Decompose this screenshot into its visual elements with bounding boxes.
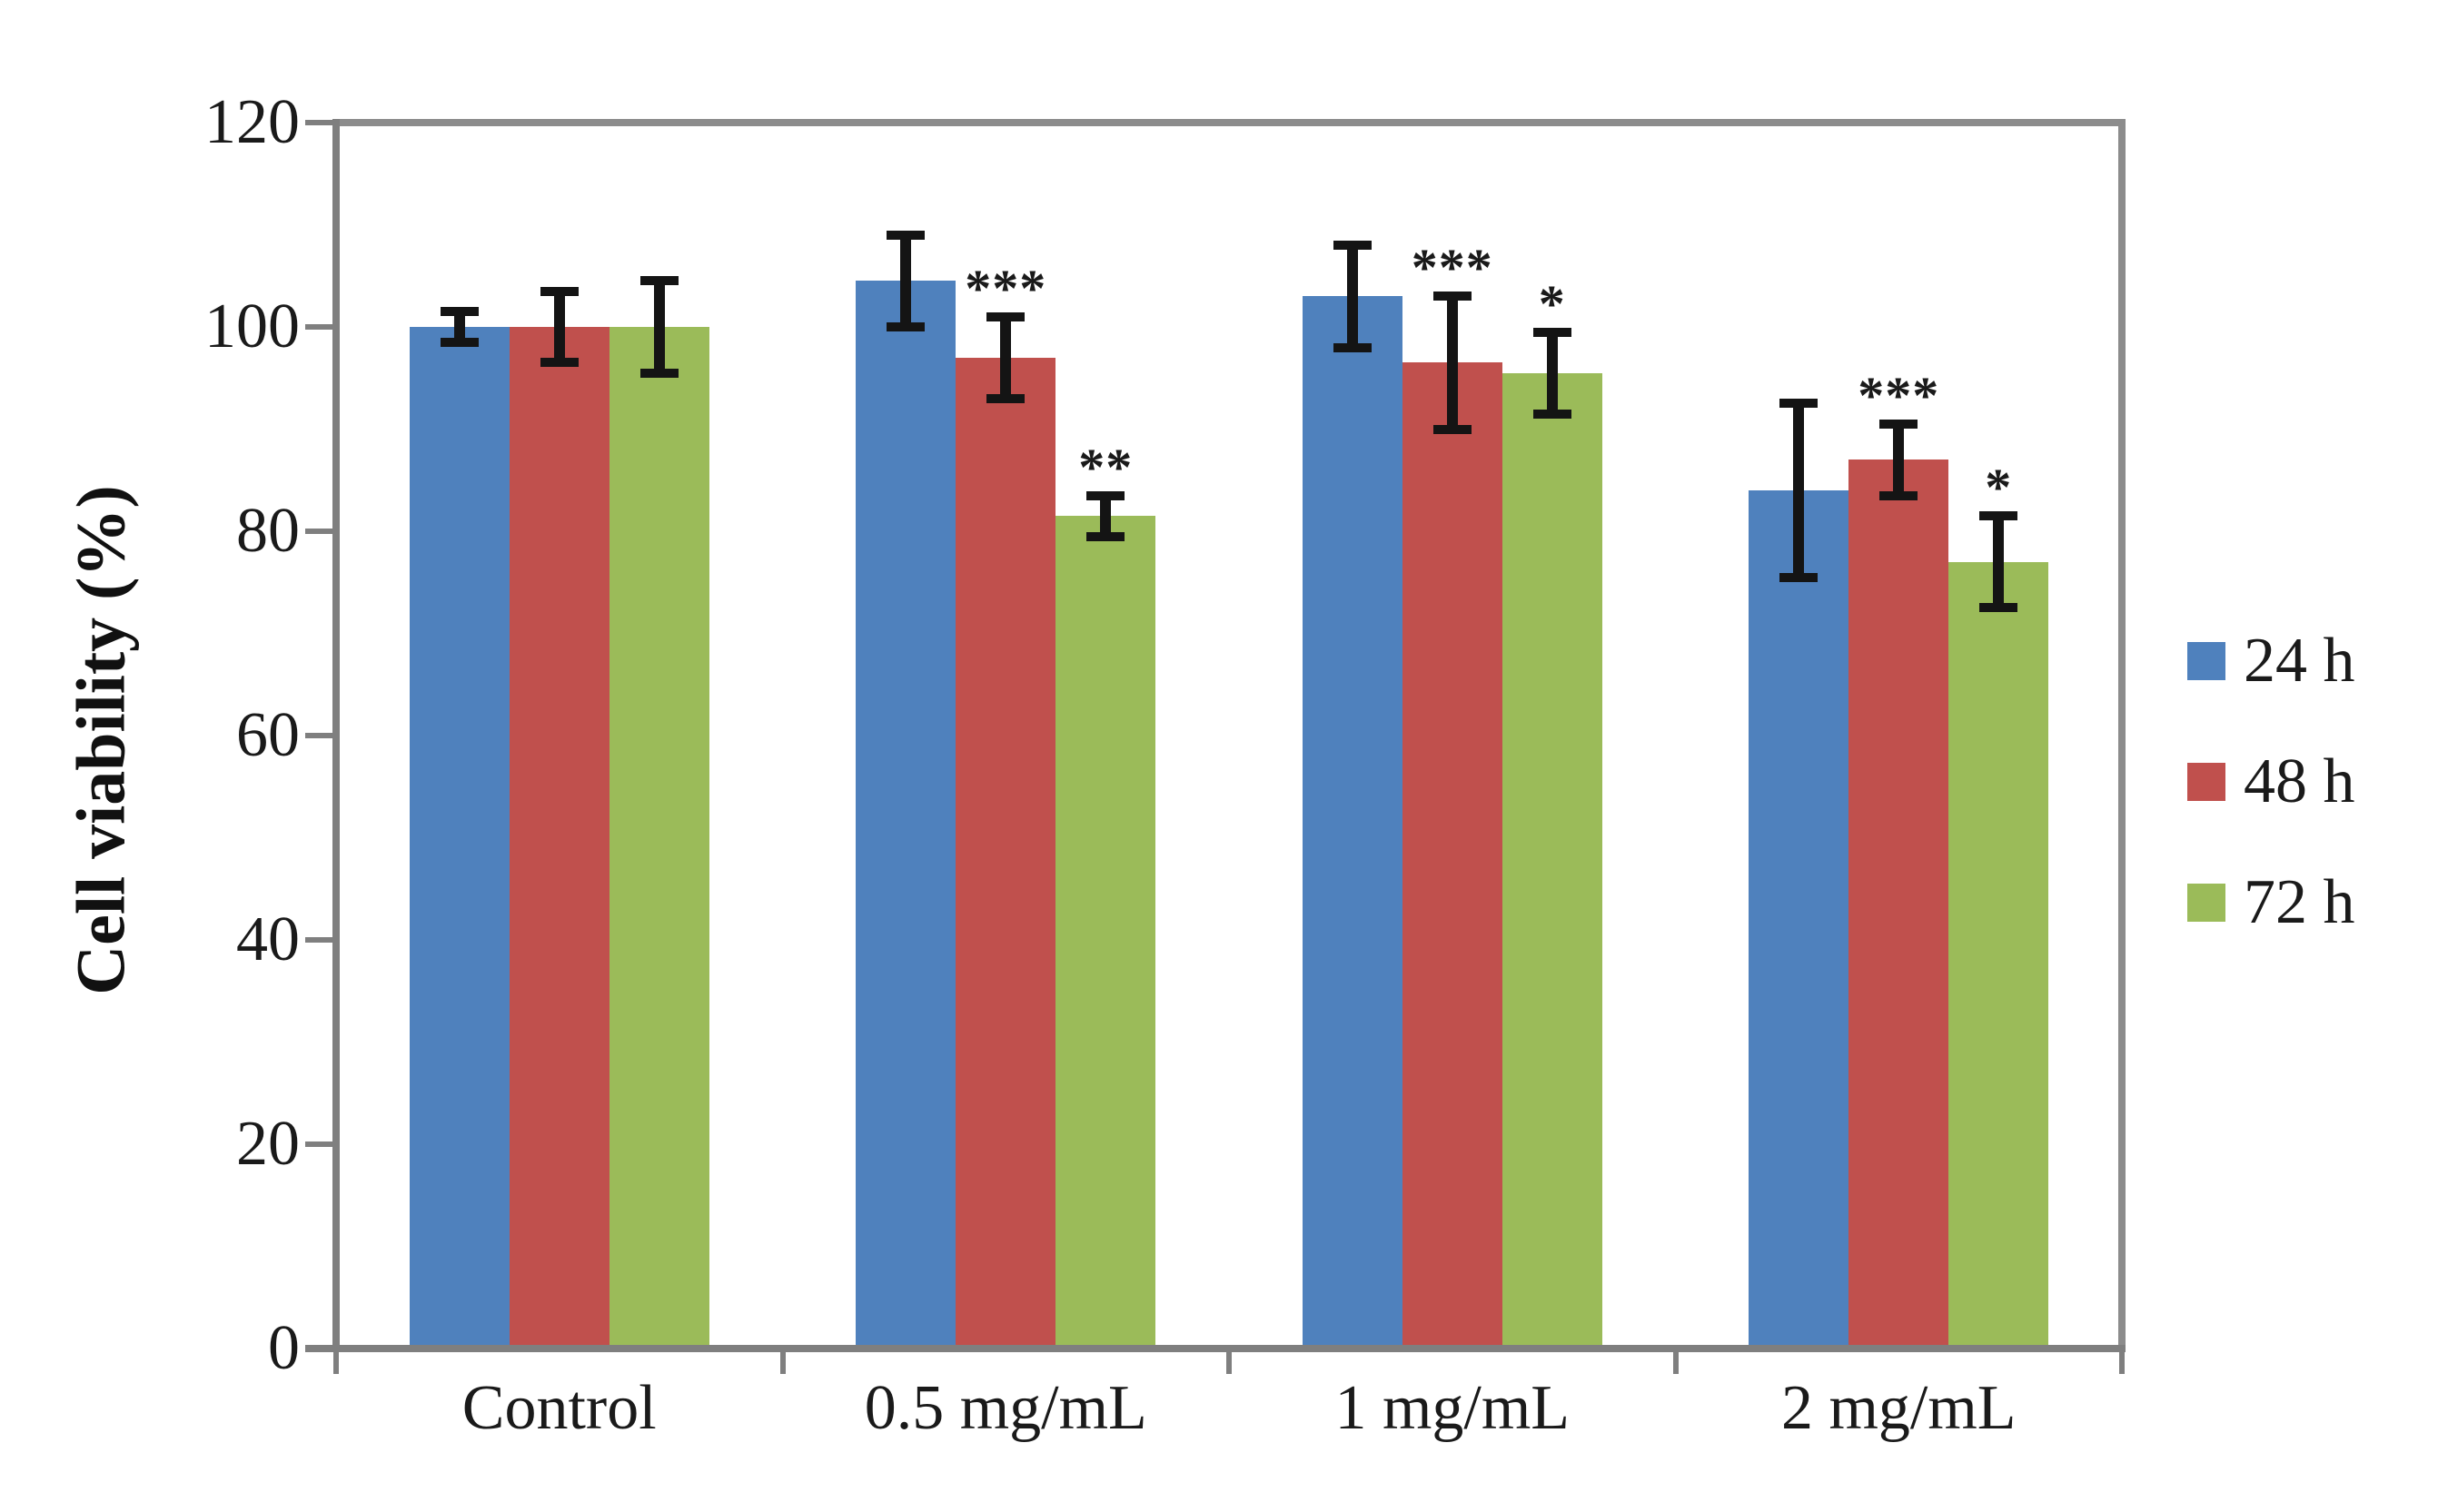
legend: 24 h 48 h 72 h: [2187, 625, 2433, 987]
bar: [1302, 296, 1402, 1349]
error-bar-shaft: [1100, 495, 1112, 537]
legend-label-24h: 24 h: [2244, 626, 2355, 696]
error-bar-cap-bottom: [639, 368, 679, 378]
x-axis-line: [305, 1345, 2126, 1352]
error-bar-shaft: [1793, 403, 1805, 578]
legend-swatch-24h: [2187, 642, 2225, 680]
bar: [1948, 561, 2049, 1349]
bar: [409, 327, 510, 1349]
error-bar-cap-top: [639, 276, 679, 286]
legend-label-48h: 48 h: [2244, 746, 2355, 816]
y-axis-tick-label: 20: [236, 1109, 300, 1179]
error-bar-cap-bottom: [1779, 572, 1819, 582]
plot-border-right: [2118, 119, 2126, 1352]
error-bar-cap-bottom: [1879, 490, 1918, 500]
x-axis-tick-mark: [779, 1349, 786, 1374]
error-bar-cap-top: [986, 311, 1026, 321]
bar: [856, 281, 956, 1349]
legend-swatch-48h: [2187, 763, 2225, 801]
significance-stars: ***: [1858, 365, 1940, 425]
y-axis-tick-mark: [305, 733, 334, 738]
bar: [1501, 372, 1602, 1349]
y-axis-tick-mark: [305, 324, 334, 330]
y-axis-tick-mark: [305, 529, 334, 534]
error-bar-cap-top: [1086, 490, 1125, 500]
y-axis-tick-label: 40: [236, 904, 300, 974]
significance-stars: **: [1078, 437, 1134, 497]
significance-stars: ***: [1411, 238, 1493, 298]
error-bar-cap-top: [1333, 241, 1372, 250]
x-axis-category-label: 1 mg/mL: [1334, 1373, 1571, 1443]
error-bar-cap-bottom: [1432, 424, 1472, 434]
error-bar-cap-bottom: [1532, 409, 1571, 419]
x-axis-tick-mark: [2119, 1349, 2125, 1374]
error-bar-shaft: [900, 234, 912, 327]
error-bar-cap-top: [440, 307, 479, 317]
x-axis-category-label: Control: [461, 1373, 657, 1443]
x-axis-tick-mark: [1672, 1349, 1679, 1374]
error-bar-shaft: [1546, 331, 1558, 414]
bar: [956, 357, 1056, 1349]
y-axis-tick-label: 80: [236, 496, 300, 566]
error-bar-shaft: [1346, 245, 1358, 348]
y-axis-tick-mark: [305, 1141, 334, 1147]
bar: [1848, 460, 1949, 1349]
y-axis-line: [332, 119, 340, 1352]
error-bar-shaft: [1893, 423, 1905, 496]
plot-border-top: [336, 119, 2122, 126]
x-axis-category-label: 0.5 mg/mL: [864, 1373, 1147, 1443]
x-axis-tick-mark: [333, 1349, 339, 1374]
error-bar-shaft: [1993, 516, 2005, 608]
error-bar-shaft: [1000, 316, 1012, 399]
significance-stars: *: [1985, 458, 2013, 518]
x-axis-tick-mark: [1226, 1349, 1232, 1374]
error-bar-cap-top: [887, 230, 926, 240]
error-bar-cap-top: [1532, 327, 1571, 337]
error-bar-cap-bottom: [440, 337, 479, 347]
y-axis-tick-label: 0: [268, 1313, 300, 1383]
bar: [509, 327, 610, 1349]
x-axis-category-label: 2 mg/mL: [1780, 1373, 2017, 1443]
legend-item-48h: 48 h: [2187, 746, 2433, 818]
legend-item-24h: 24 h: [2187, 625, 2433, 697]
error-bar-shaft: [453, 311, 465, 342]
error-bar-cap-bottom: [1086, 531, 1125, 541]
legend-swatch-72h: [2187, 884, 2225, 922]
error-bar-shaft: [653, 281, 665, 373]
error-bar-cap-bottom: [540, 358, 579, 368]
significance-stars: *: [1538, 273, 1566, 333]
error-bar-cap-bottom: [1333, 342, 1372, 352]
error-bar-cap-top: [1432, 292, 1472, 301]
y-axis-tick-label: 100: [204, 292, 300, 361]
error-bar-cap-top: [1979, 511, 2018, 521]
bar: [1055, 516, 1156, 1349]
error-bar-cap-bottom: [887, 322, 926, 331]
error-bar-cap-top: [1879, 419, 1918, 429]
legend-label-72h: 72 h: [2244, 867, 2355, 937]
bar: [1749, 490, 1849, 1349]
y-axis-tick-mark: [305, 120, 334, 125]
bar: [609, 327, 709, 1349]
y-axis-tick-label: 60: [236, 700, 300, 770]
legend-item-72h: 72 h: [2187, 866, 2433, 939]
error-bar-shaft: [553, 291, 565, 363]
error-bar-shaft: [1446, 296, 1458, 430]
significance-stars: ***: [965, 258, 1047, 318]
error-bar-cap-bottom: [986, 393, 1026, 403]
y-axis-tick-label: 120: [204, 87, 300, 157]
bar: [1402, 362, 1502, 1349]
error-bar-cap-top: [1779, 399, 1819, 409]
y-axis-tick-mark: [305, 937, 334, 943]
error-bar-cap-bottom: [1979, 603, 2018, 613]
error-bar-cap-top: [540, 286, 579, 296]
